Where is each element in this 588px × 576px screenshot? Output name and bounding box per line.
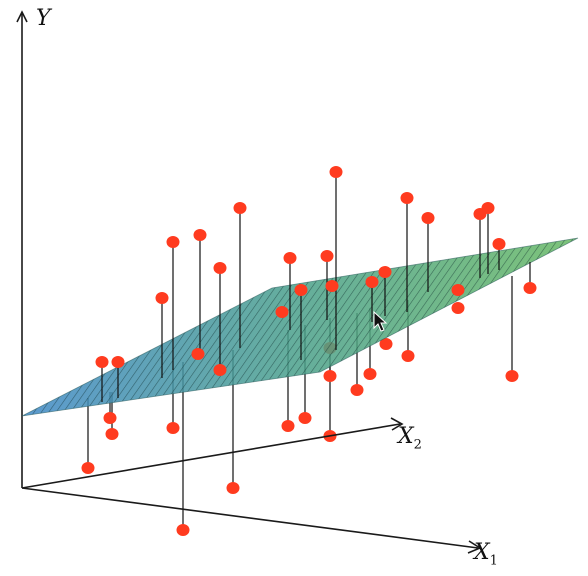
data-point — [323, 370, 337, 382]
x2-axis-label: X2 — [398, 424, 422, 453]
data-point — [320, 250, 334, 262]
data-point — [166, 236, 180, 248]
data-point — [401, 350, 415, 362]
above-points — [95, 166, 537, 376]
y-axis-arrow — [16, 10, 28, 23]
data-point — [233, 202, 247, 214]
data-point — [492, 238, 506, 250]
data-point — [451, 284, 465, 296]
data-point — [451, 302, 465, 314]
x2-axis-arrow — [390, 417, 404, 431]
data-point — [105, 428, 119, 440]
data-point — [298, 412, 312, 424]
data-point — [111, 356, 125, 368]
data-point — [294, 284, 308, 296]
data-point — [103, 412, 117, 424]
data-point — [176, 524, 190, 536]
x1-axis — [21, 487, 479, 549]
axes — [16, 10, 482, 554]
data-point — [325, 280, 339, 292]
data-point — [81, 462, 95, 474]
data-point — [191, 348, 205, 360]
data-point — [379, 338, 393, 350]
data-point — [281, 420, 295, 432]
data-point — [350, 384, 364, 396]
regression-plane — [21, 237, 579, 417]
data-point — [505, 370, 519, 382]
data-point — [275, 306, 289, 318]
data-point — [400, 192, 414, 204]
data-point — [155, 292, 169, 304]
data-point — [213, 364, 227, 376]
y-axis-label: Y — [36, 6, 51, 31]
data-point — [378, 266, 392, 278]
data-point — [523, 282, 537, 294]
data-point — [283, 252, 297, 264]
data-point — [481, 202, 495, 214]
mouse-cursor-icon — [373, 310, 388, 332]
x1-axis-label: X1 — [474, 540, 498, 569]
data-point — [365, 276, 379, 288]
data-point — [226, 482, 240, 494]
points-above-plane — [101, 172, 531, 402]
data-point — [193, 229, 207, 241]
data-point — [95, 356, 109, 368]
x1-axis-arrow — [467, 540, 482, 554]
data-point — [166, 422, 180, 434]
data-point — [329, 166, 343, 178]
data-point — [421, 212, 435, 224]
data-point — [213, 262, 227, 274]
x2-axis — [21, 423, 401, 489]
data-point — [363, 368, 377, 380]
